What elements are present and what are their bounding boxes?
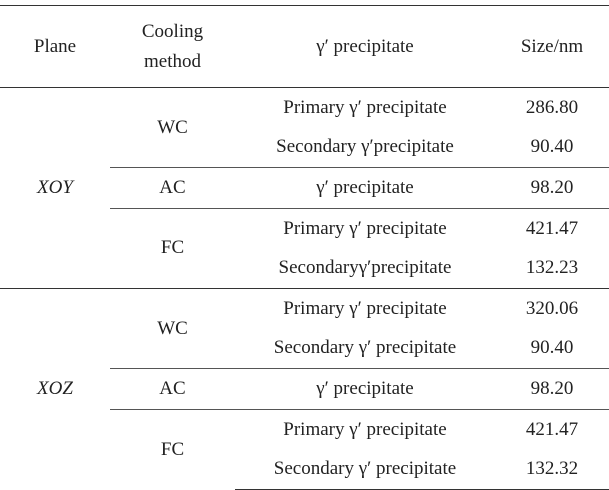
plane-cell: XOZ <box>0 287 110 490</box>
precipitate-cell: Primary γ′ precipitate <box>235 207 495 249</box>
size-cell: 421.47 <box>495 207 609 249</box>
precipitate-cell: Secondaryγ′precipitate <box>278 257 452 279</box>
size-cell: 98.20 <box>495 368 609 410</box>
size-cell: 90.40 <box>530 136 574 158</box>
precipitate-cell: Secondary γ′ precipitate <box>235 449 495 490</box>
precipitate-cell: γ′ precipitate <box>235 368 495 410</box>
table-row: AC γ′ precipitate 98.20 <box>0 167 609 209</box>
table-row: FC Primary γ′ precipitate 421.47 <box>0 408 609 490</box>
precipitate-cell: Secondary γ′precipitate <box>276 136 454 158</box>
table-row: AC γ′ precipitate 98.20 <box>0 368 609 410</box>
method-cell: WC <box>157 116 188 138</box>
plane-cell: XOY <box>37 176 73 198</box>
precipitate-cell: Primary γ′ precipitate <box>235 408 495 450</box>
header-cell: Size/nm <box>495 5 609 88</box>
precipitate-cell: Primary γ′ precipitate <box>283 96 447 118</box>
method-cell: FC <box>110 408 235 490</box>
method-cell: WC <box>110 287 235 369</box>
size-cell: 132.32 <box>495 449 609 490</box>
size-cell: 421.47 <box>495 408 609 450</box>
size-cell: 320.06 <box>495 287 609 329</box>
precipitate-cell: γ′ precipitate <box>235 167 495 209</box>
precipitate-cell: Secondary γ′ precipitate <box>273 337 457 359</box>
table-row: XOY WC Primary γ′ precipitate 286.80 <box>0 88 609 198</box>
table-row: Secondaryγ′precipitate 132.23 <box>0 248 609 288</box>
size-cell: 90.40 <box>530 337 574 359</box>
header-row: Plane Cooling method γ′ precipitate Size/… <box>0 5 609 88</box>
method-cell: AC <box>110 167 235 209</box>
table-row: XOZ WC Primary γ′ precipitate 320.06 <box>0 287 609 490</box>
header-cell: γ′ precipitate <box>235 5 495 88</box>
table-row: Secondary γ′precipitate 90.40 <box>0 128 609 168</box>
header-cell: Plane <box>0 5 110 88</box>
method-cell: AC <box>110 368 235 410</box>
precipitate-cell: Primary γ′ precipitate <box>235 287 495 329</box>
header-line: method <box>144 50 201 72</box>
table-body: XOY WC Primary γ′ precipitate 286.80 Seconda… <box>0 88 609 490</box>
method-cell: FC <box>110 207 235 289</box>
size-cell: 286.80 <box>525 96 579 118</box>
header-line: Cooling <box>141 20 204 42</box>
table-row: Secondary γ′ precipitate 90.40 <box>0 329 609 369</box>
data-table: Plane Cooling method γ′ precipitate Size/… <box>0 5 609 490</box>
table-row: Secondary γ′ precipitate 132.32 <box>0 449 609 490</box>
size-cell: 98.20 <box>495 167 609 209</box>
size-cell: 132.23 <box>525 257 579 279</box>
header-cell: Cooling method <box>110 5 235 88</box>
table-row: FC Primary γ′ precipitate 421.47 <box>0 207 609 289</box>
